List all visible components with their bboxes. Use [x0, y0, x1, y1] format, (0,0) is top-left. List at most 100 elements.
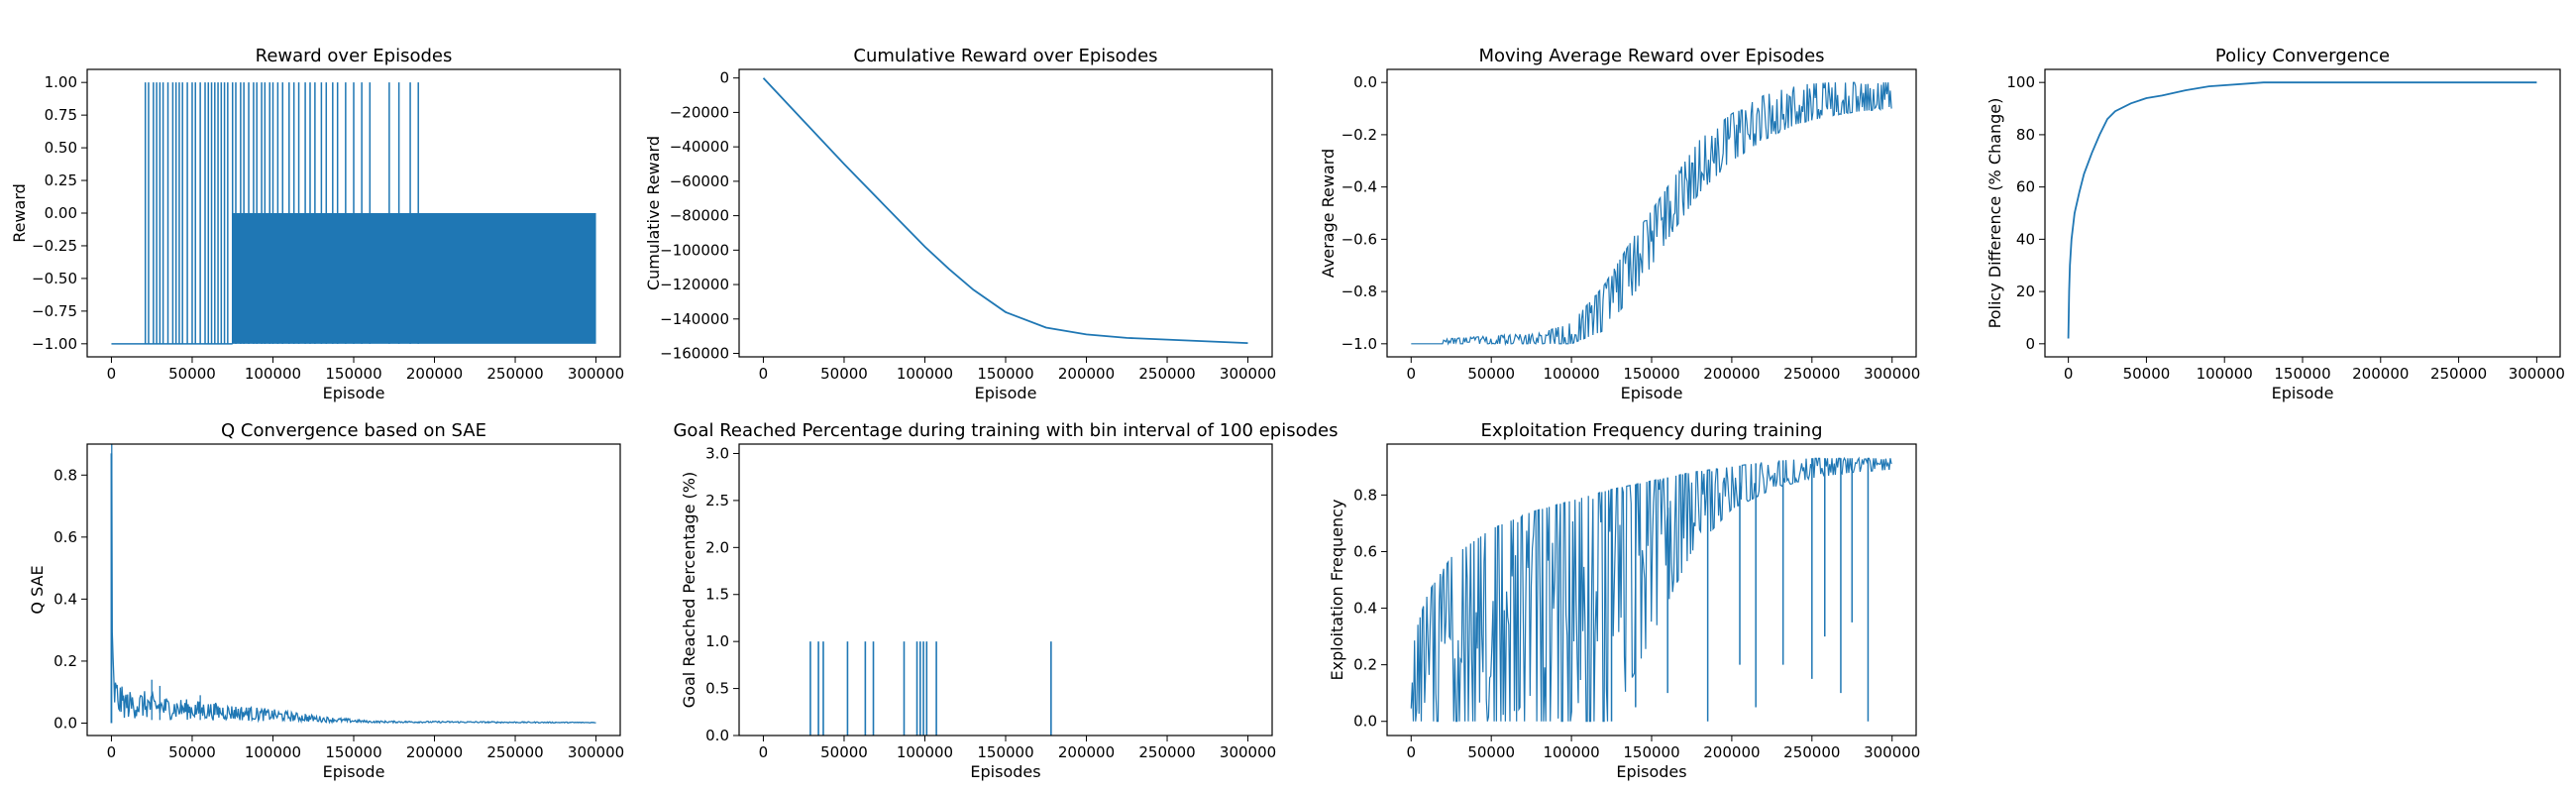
- x-tick-label: 100000: [1543, 743, 1599, 761]
- plot-area: [1410, 456, 1892, 723]
- plot-area: [809, 641, 1052, 736]
- y-tick-label: 40: [2016, 230, 2035, 248]
- y-tick-label: −140000: [660, 310, 729, 328]
- y-axis-label: Average Reward: [1319, 149, 1338, 278]
- x-tick-label: 250000: [1138, 365, 1195, 383]
- subplot-title: Cumulative Reward over Episodes: [853, 46, 1157, 66]
- subplot-reward: 0 50000 100000 150000 200000 250000 300000 −1.0…: [10, 46, 624, 402]
- x-tick-label: 250000: [1783, 365, 1840, 383]
- y-tick-label: 0.6: [54, 528, 77, 546]
- x-tick-label: 150000: [977, 365, 1033, 383]
- plot-area: [762, 77, 1248, 344]
- x-tick-label: 300000: [2509, 365, 2565, 383]
- y-tick-label: 0.6: [1353, 542, 1377, 560]
- plot-area: [110, 444, 596, 725]
- y-axis-label: Goal Reached Percentage (%): [680, 472, 698, 708]
- x-tick-label: 0: [1406, 743, 1416, 761]
- x-tick-label: 300000: [1864, 365, 1920, 383]
- x-tick-label: 150000: [1623, 743, 1679, 761]
- axes-frame: [86, 443, 621, 736]
- x-tick-label: 50000: [1467, 743, 1515, 761]
- x-tick-label: 100000: [1543, 365, 1599, 383]
- x-tick-label: 300000: [568, 365, 624, 383]
- y-axis-label: Reward: [10, 183, 29, 243]
- bar: [922, 641, 924, 736]
- y-tick-label: 1.00: [45, 73, 77, 91]
- bar: [918, 641, 921, 736]
- x-axis-label: Episode: [975, 384, 1037, 402]
- y-tick-label: −160000: [660, 345, 729, 363]
- y-tick-label: 1.0: [705, 632, 729, 650]
- x-tick-label: 250000: [486, 365, 543, 383]
- y-tick-label: −100000: [660, 241, 729, 259]
- axes-frame: [738, 68, 1273, 358]
- y-tick-label: 0.00: [45, 204, 77, 222]
- x-tick-label: 50000: [168, 743, 216, 761]
- x-tick-label: 100000: [245, 365, 301, 383]
- x-tick-label: 50000: [820, 365, 868, 383]
- x-tick-label: 100000: [2197, 365, 2253, 383]
- y-tick-label: −0.4: [1342, 178, 1377, 196]
- bar: [872, 641, 875, 736]
- x-tick-label: 300000: [568, 743, 624, 761]
- y-tick-label: 20: [2016, 283, 2035, 300]
- y-tick-label: −0.25: [32, 237, 77, 255]
- x-tick-label: 50000: [820, 743, 868, 761]
- y-tick-label: −0.8: [1342, 283, 1377, 300]
- y-axis-label: Cumulative Reward: [644, 136, 663, 290]
- x-tick-label: 200000: [1058, 365, 1115, 383]
- subplot-title: Q Convergence based on SAE: [221, 420, 486, 441]
- subplot-moving-average: 0 50000 100000 150000 200000 250000 300000 −1.0…: [1319, 46, 1920, 402]
- subplot-cumulative: 0 50000 100000 150000 200000 250000 300000 0 −20…: [644, 46, 1276, 402]
- series-line: [762, 77, 1248, 344]
- x-tick-label: 0: [2064, 365, 2074, 383]
- x-tick-label: 150000: [977, 743, 1033, 761]
- y-axis-label: Policy Difference (% Change): [1986, 98, 2004, 329]
- x-tick-label: 250000: [2430, 365, 2487, 383]
- x-tick-label: 0: [107, 743, 117, 761]
- y-axis-label: Q SAE: [28, 565, 47, 614]
- x-tick-label: 50000: [1467, 365, 1515, 383]
- axes-frame: [2044, 68, 2561, 358]
- y-axis-label: Exploitation Frequency: [1328, 500, 1346, 681]
- subplot-title: Moving Average Reward over Episodes: [1478, 46, 1824, 66]
- x-tick-label: 250000: [1138, 743, 1195, 761]
- y-tick-label: 2.0: [705, 538, 729, 556]
- bar: [903, 641, 906, 736]
- x-axis-label: Episode: [323, 384, 385, 402]
- x-axis-label: Episode: [323, 762, 385, 781]
- subplot-title: Goal Reached Percentage during training …: [673, 420, 1338, 441]
- series-line: [1411, 81, 1892, 347]
- series-band: [232, 213, 596, 344]
- x-tick-label: 200000: [1703, 365, 1760, 383]
- x-tick-label: 300000: [1220, 365, 1276, 383]
- x-tick-label: 250000: [486, 743, 543, 761]
- y-tick-label: 3.0: [705, 444, 729, 462]
- x-tick-label: 200000: [1703, 743, 1760, 761]
- x-tick-label: 200000: [2352, 365, 2409, 383]
- x-axis-label: Episode: [2272, 384, 2334, 402]
- series-line: [111, 444, 596, 725]
- x-tick-label: 150000: [325, 365, 381, 383]
- x-tick-label: 200000: [1058, 743, 1115, 761]
- bar: [846, 641, 849, 736]
- series-line: [2067, 81, 2537, 339]
- bar: [817, 641, 819, 736]
- bar: [1050, 641, 1052, 736]
- y-tick-label: 0: [719, 69, 729, 87]
- x-tick-label: 150000: [2274, 365, 2330, 383]
- x-tick-label: 300000: [1220, 743, 1276, 761]
- x-tick-label: 200000: [406, 743, 463, 761]
- y-tick-label: 0.25: [45, 171, 77, 189]
- x-tick-label: 100000: [897, 743, 953, 761]
- y-tick-label: 0.50: [45, 139, 77, 157]
- y-tick-label: −0.50: [32, 270, 77, 287]
- x-tick-label: 100000: [897, 365, 953, 383]
- plot-area: [111, 82, 596, 345]
- bar: [935, 641, 937, 736]
- subplot-exploitation: 0 50000 100000 150000 200000 250000 300000 0.0 0…: [1328, 420, 1920, 781]
- x-tick-label: 250000: [1783, 743, 1840, 761]
- bar: [809, 641, 811, 736]
- y-tick-label: 0.0: [54, 714, 77, 732]
